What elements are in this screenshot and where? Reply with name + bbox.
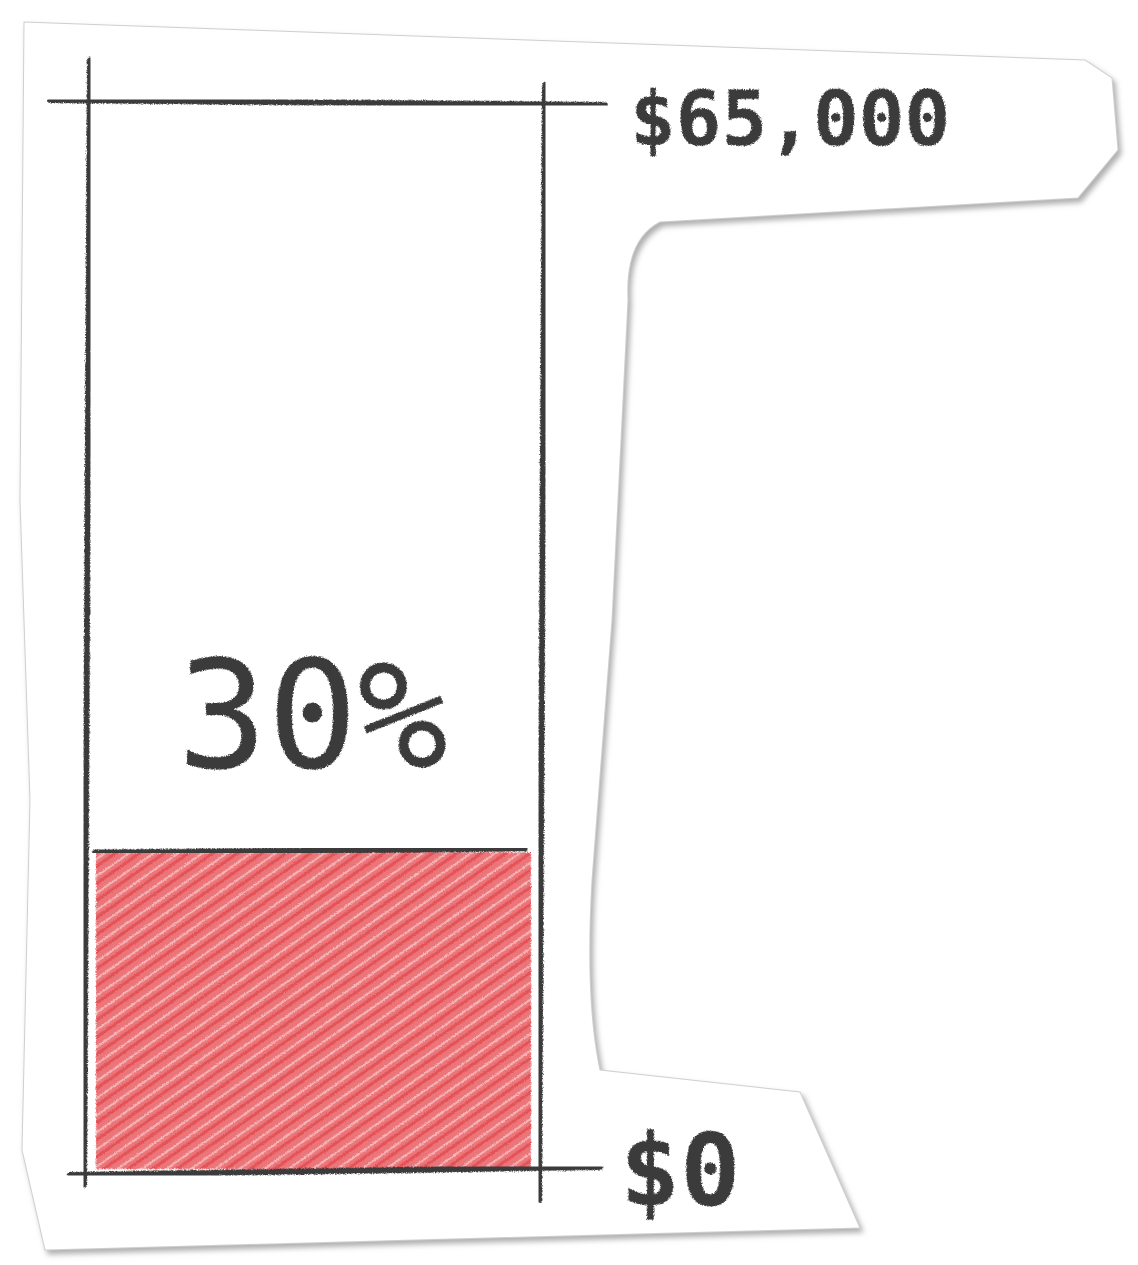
- bar-value-label: 30%: [177, 630, 448, 804]
- bar-fill: [96, 852, 531, 1169]
- bar-left-edge: [81, 57, 93, 1188]
- max-tick-line: [47, 97, 608, 108]
- min-tick-line: [67, 1164, 603, 1178]
- y-min-label: $0: [620, 1112, 740, 1229]
- bar-right-edge: [536, 82, 548, 1203]
- fill-level-line: [92, 845, 528, 856]
- y-max-label: $65,000: [630, 74, 950, 163]
- plot-area: 30% $65,000 $0: [47, 57, 950, 1229]
